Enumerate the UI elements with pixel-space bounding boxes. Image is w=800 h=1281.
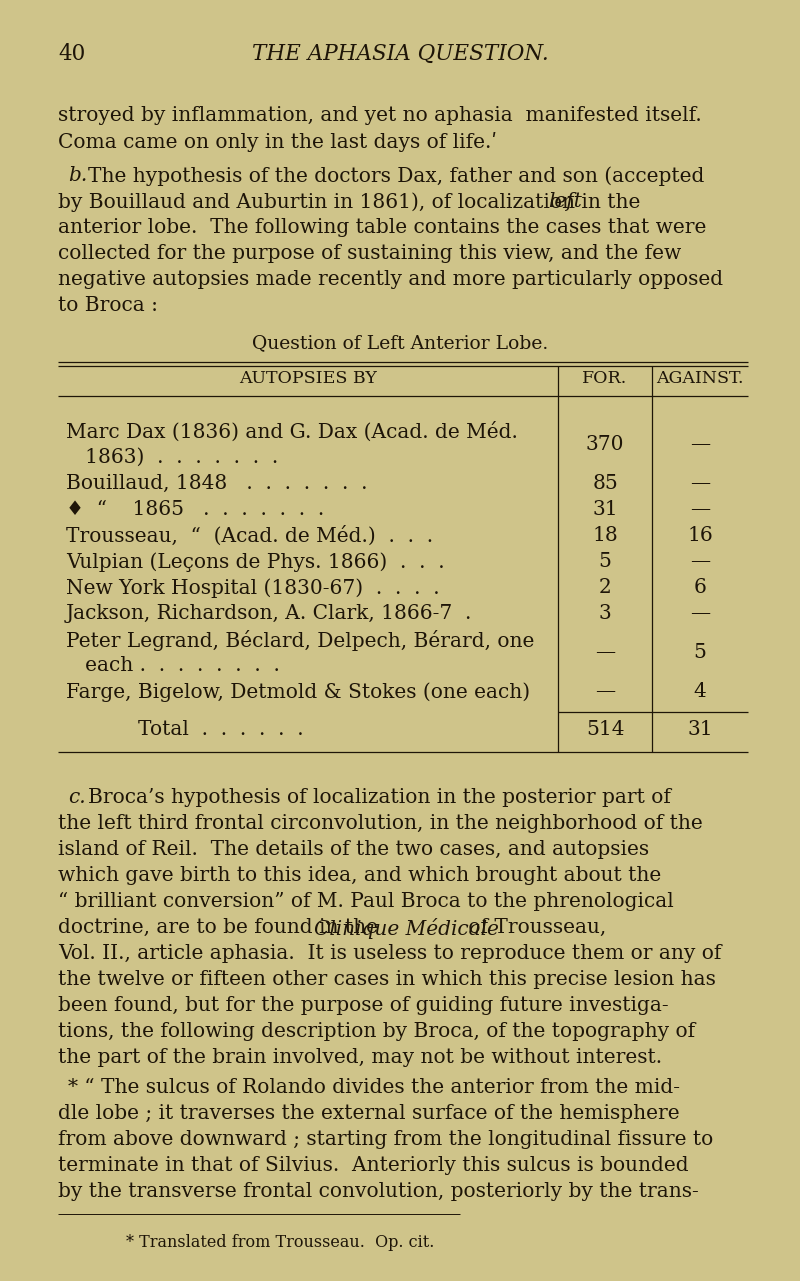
Text: THE APHASIA QUESTION.: THE APHASIA QUESTION.	[252, 44, 548, 65]
Text: 1863)  .  .  .  .  .  .  .: 1863) . . . . . . .	[66, 448, 278, 468]
Text: negative autopsies made recently and more particularly opposed: negative autopsies made recently and mor…	[58, 270, 723, 290]
Text: Vulpian (Leçons de Phys. 1866)  .  .  .: Vulpian (Leçons de Phys. 1866) . . .	[66, 552, 445, 571]
Text: ♦  “    1865   .  .  .  .  .  .  .: ♦ “ 1865 . . . . . . .	[66, 500, 324, 519]
Text: 2: 2	[598, 578, 611, 597]
Text: 4: 4	[694, 681, 706, 701]
Text: Coma came on only in the last days of life.ʹ: Coma came on only in the last days of li…	[58, 132, 497, 152]
Text: AGAINST.: AGAINST.	[656, 370, 744, 387]
Text: —: —	[690, 474, 710, 493]
Text: —: —	[690, 500, 710, 519]
Text: which gave birth to this idea, and which brought about the: which gave birth to this idea, and which…	[58, 866, 662, 885]
Text: anterior lobe.  The following table contains the cases that were: anterior lobe. The following table conta…	[58, 218, 706, 237]
Text: b.: b.	[68, 167, 87, 184]
Text: The hypothesis of the doctors Dax, father and son (accepted: The hypothesis of the doctors Dax, fathe…	[88, 167, 704, 186]
Text: Clinique Médicale: Clinique Médicale	[314, 918, 499, 939]
Text: Marc Dax (1836) and G. Dax (Acad. de Méd.: Marc Dax (1836) and G. Dax (Acad. de Méd…	[66, 421, 518, 442]
Text: of Trousseau,: of Trousseau,	[462, 918, 606, 936]
Text: FOR.: FOR.	[582, 370, 628, 387]
Text: Broca’s hypothesis of localization in the posterior part of: Broca’s hypothesis of localization in th…	[88, 788, 671, 807]
Text: 514: 514	[586, 720, 624, 739]
Text: to Broca :: to Broca :	[58, 296, 158, 315]
Text: 6: 6	[694, 578, 706, 597]
Text: c.: c.	[68, 788, 86, 807]
Text: Peter Legrand, Béclard, Delpech, Bérard, one: Peter Legrand, Béclard, Delpech, Bérard,…	[66, 630, 534, 651]
Text: from above downward ; starting from the longitudinal fissure to: from above downward ; starting from the …	[58, 1130, 714, 1149]
Text: the twelve or fifteen other cases in which this precise lesion has: the twelve or fifteen other cases in whi…	[58, 970, 716, 989]
Text: 370: 370	[586, 436, 624, 453]
Text: —: —	[690, 436, 710, 453]
Text: New York Hospital (1830-67)  .  .  .  .: New York Hospital (1830-67) . . . .	[66, 578, 440, 598]
Text: —: —	[595, 681, 615, 701]
Text: —: —	[690, 552, 710, 571]
Text: island of Reil.  The details of the two cases, and autopsies: island of Reil. The details of the two c…	[58, 840, 649, 860]
Text: Jackson, Richardson, A. Clark, 1866-7  .: Jackson, Richardson, A. Clark, 1866-7 .	[66, 605, 472, 623]
Text: 16: 16	[687, 526, 713, 544]
Text: 40: 40	[58, 44, 86, 65]
Text: by Bouillaud and Auburtin in 1861), of localization in the: by Bouillaud and Auburtin in 1861), of l…	[58, 192, 646, 211]
Text: the left third frontal circonvolution, in the neighborhood of the: the left third frontal circonvolution, i…	[58, 813, 702, 833]
Text: each .  .  .  .  .  .  .  .: each . . . . . . . .	[66, 656, 280, 675]
Text: collected for the purpose of sustaining this view, and the few: collected for the purpose of sustaining …	[58, 243, 682, 263]
Text: Trousseau,  “  (Acad. de Méd.)  .  .  .: Trousseau, “ (Acad. de Méd.) . . .	[66, 526, 433, 546]
Text: 5: 5	[694, 643, 706, 662]
Text: 85: 85	[592, 474, 618, 493]
Text: —: —	[595, 643, 615, 662]
Text: terminate in that of Silvius.  Anteriorly this sulcus is bounded: terminate in that of Silvius. Anteriorly…	[58, 1155, 689, 1175]
Text: 3: 3	[598, 605, 611, 623]
Text: been found, but for the purpose of guiding future investiga-: been found, but for the purpose of guidi…	[58, 997, 669, 1015]
Text: Vol. II., article aphasia.  It is useless to reproduce them or any of: Vol. II., article aphasia. It is useless…	[58, 944, 722, 963]
Text: * “ The sulcus of Rolando divides the anterior from the mid-: * “ The sulcus of Rolando divides the an…	[68, 1079, 680, 1097]
Text: left: left	[548, 192, 582, 211]
Text: —: —	[690, 605, 710, 623]
Text: AUTOPSIES BY: AUTOPSIES BY	[239, 370, 377, 387]
Text: * Translated from Trousseau.  Op. cit.: * Translated from Trousseau. Op. cit.	[126, 1234, 434, 1252]
Text: dle lobe ; it traverses the external surface of the hemisphere: dle lobe ; it traverses the external sur…	[58, 1104, 680, 1123]
Text: tions, the following description by Broca, of the topography of: tions, the following description by Broc…	[58, 1022, 695, 1041]
Text: Bouillaud, 1848   .  .  .  .  .  .  .: Bouillaud, 1848 . . . . . . .	[66, 474, 367, 493]
Text: 18: 18	[592, 526, 618, 544]
Text: the part of the brain involved, may not be without interest.: the part of the brain involved, may not …	[58, 1048, 662, 1067]
Text: “ brilliant conversion” of M. Paul Broca to the phrenological: “ brilliant conversion” of M. Paul Broca…	[58, 892, 674, 911]
Text: doctrine, are to be found in the: doctrine, are to be found in the	[58, 918, 384, 936]
Text: 5: 5	[598, 552, 611, 571]
Text: stroyed by inflammation, and yet no aphasia  manifested itself.: stroyed by inflammation, and yet no apha…	[58, 106, 702, 126]
Text: Total  .  .  .  .  .  .: Total . . . . . .	[138, 720, 304, 739]
Text: by the transverse frontal convolution, posteriorly by the trans-: by the transverse frontal convolution, p…	[58, 1182, 698, 1202]
Text: 31: 31	[687, 720, 713, 739]
Text: Question of Left Anterior Lobe.: Question of Left Anterior Lobe.	[252, 334, 548, 352]
Text: Farge, Bigelow, Detmold & Stokes (one each): Farge, Bigelow, Detmold & Stokes (one ea…	[66, 681, 530, 702]
Text: 31: 31	[592, 500, 618, 519]
